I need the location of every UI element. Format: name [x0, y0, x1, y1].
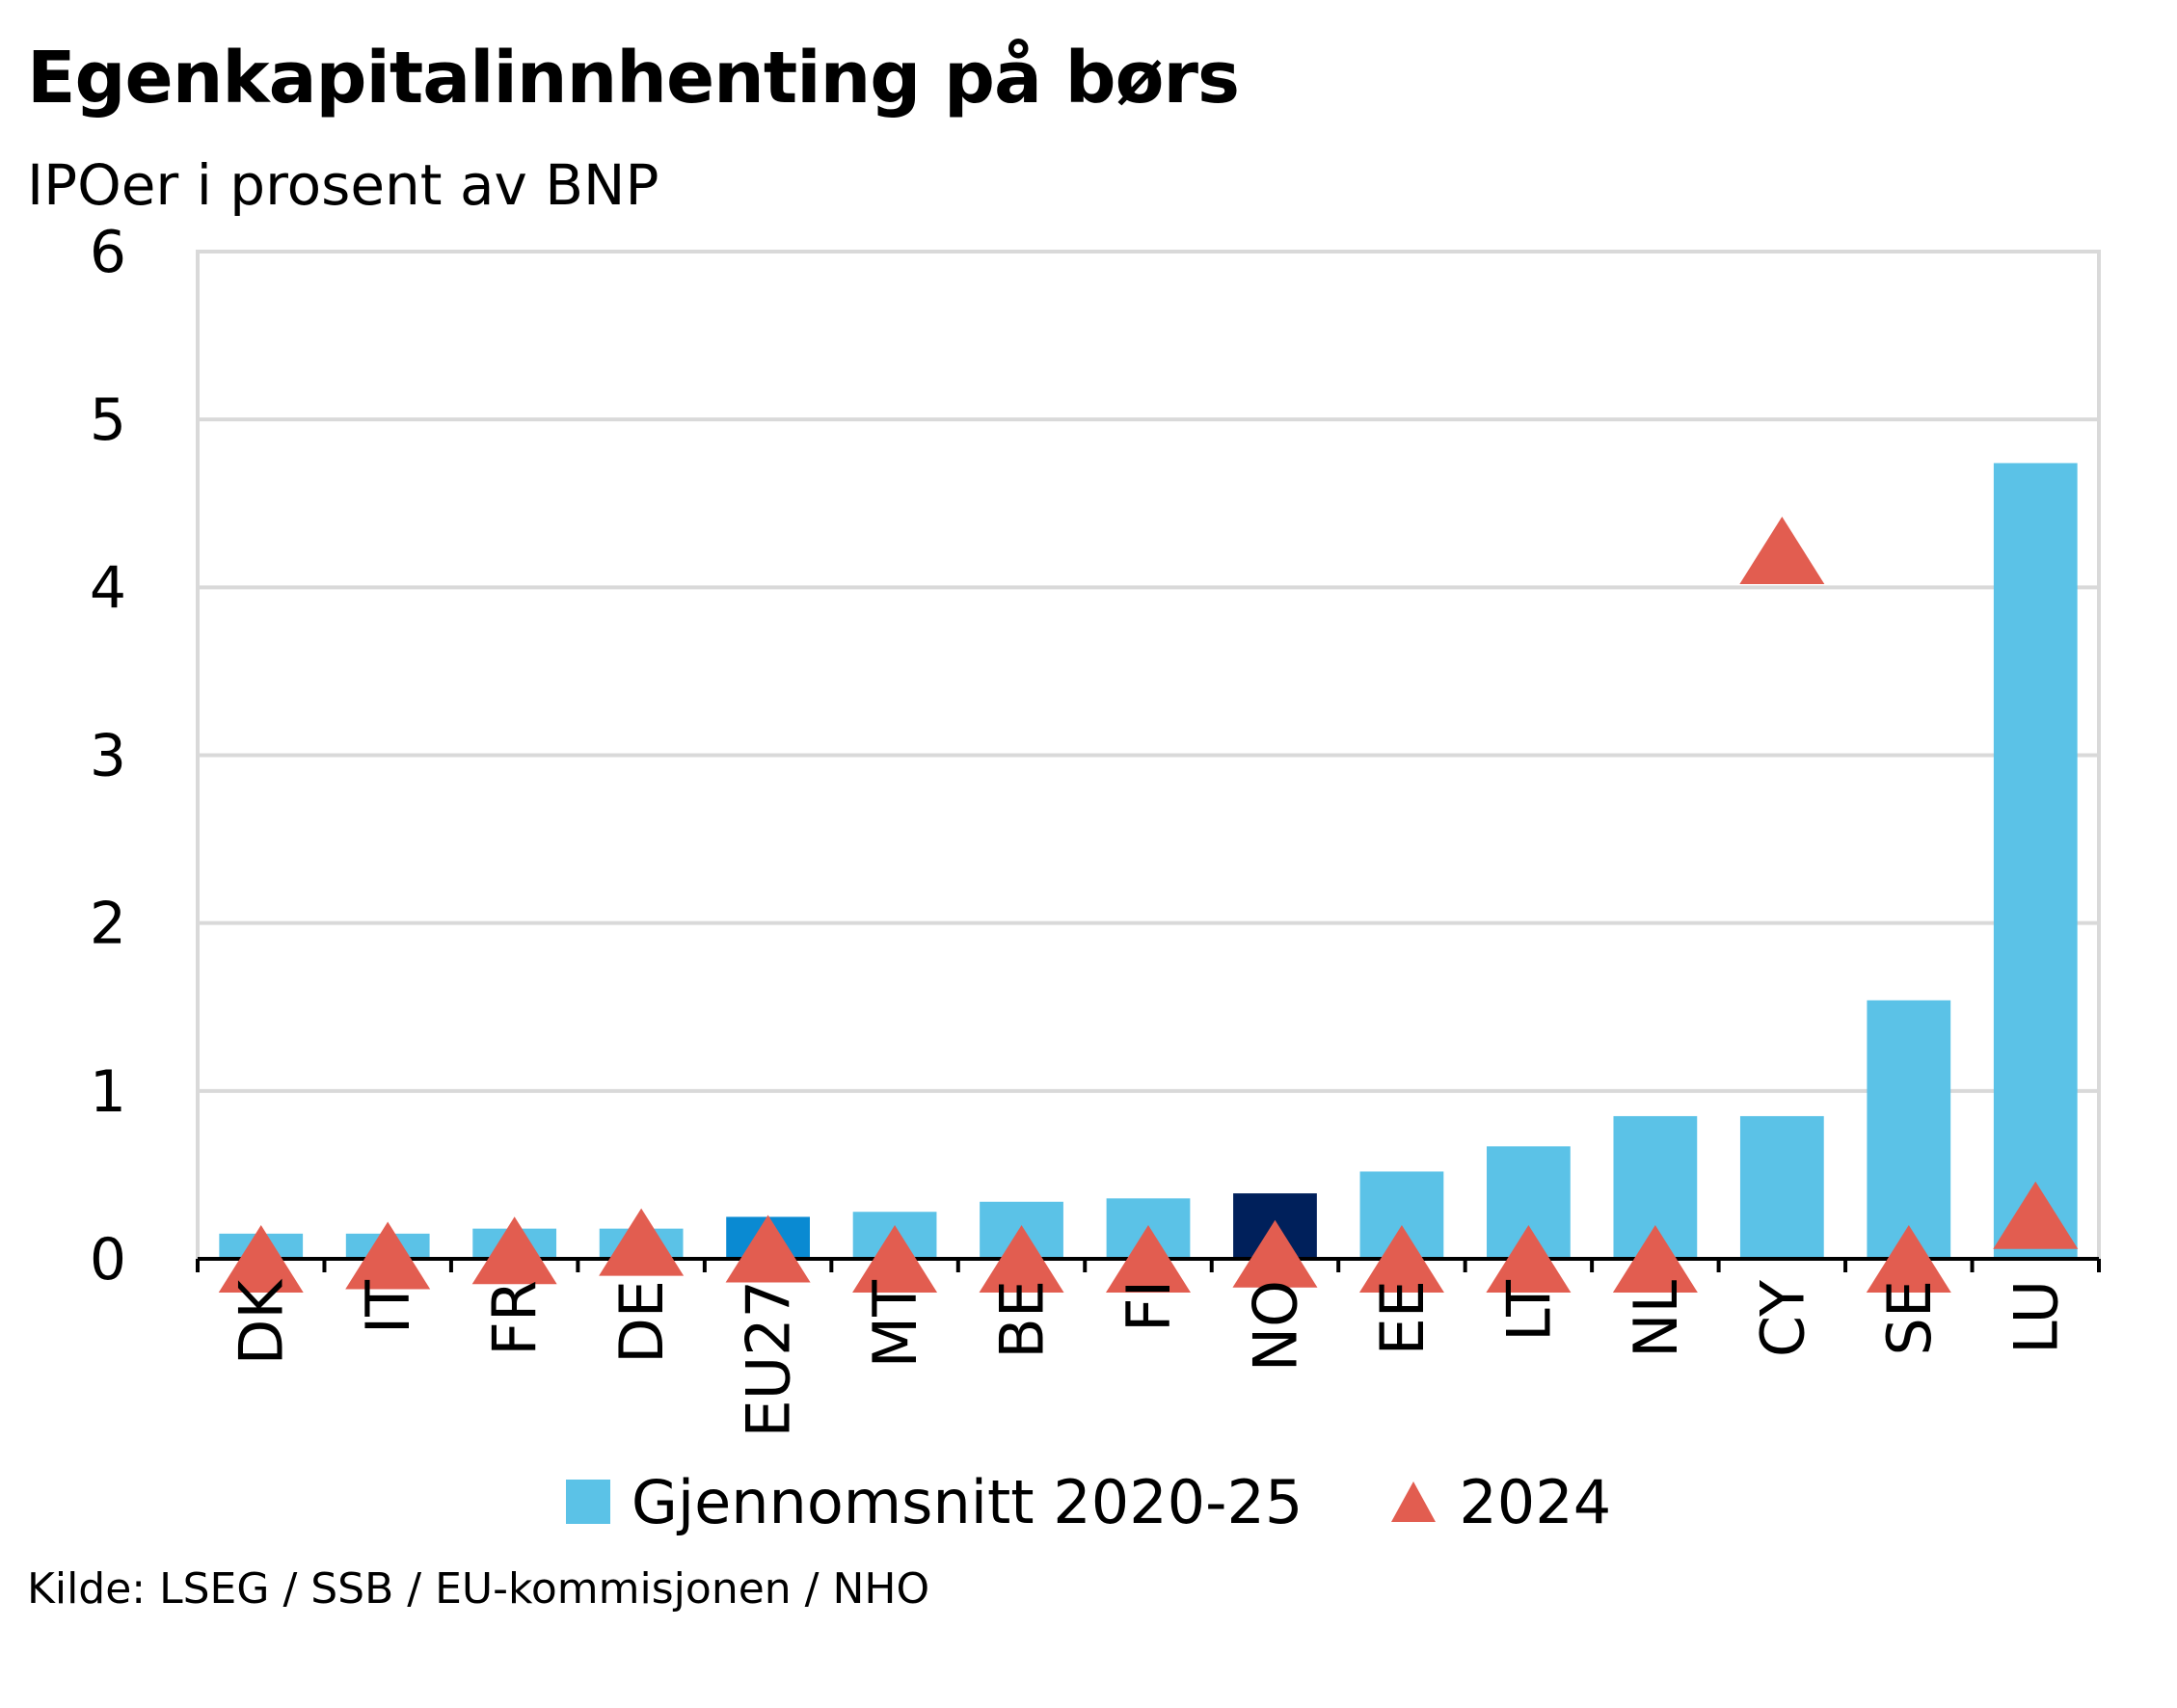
y-tick-label: 2	[90, 891, 126, 958]
source-note: Kilde: LSEG / SSB / EU-kommisjonen / NHO	[27, 1564, 930, 1614]
bar-lu	[1993, 463, 2078, 1259]
legend-swatch-bar	[565, 1480, 610, 1524]
grid-layer	[196, 250, 2101, 1259]
bar-cy	[1739, 1115, 1824, 1259]
x-tick-label: SE	[1874, 1280, 1945, 1356]
marker-be	[979, 1225, 1064, 1293]
chart-title: Egenkapitalinnhenting på børs	[27, 37, 1240, 120]
x-tick-label: DK	[227, 1279, 297, 1366]
marker-no	[1232, 1219, 1318, 1288]
y-tick-labels: 0 1 2 3 4 5 6	[90, 219, 126, 1294]
x-tick-label: EE	[1367, 1280, 1438, 1355]
legend-label-bar: Gjennomsnitt 2020-25	[631, 1466, 1304, 1537]
marker-ee	[1358, 1225, 1444, 1293]
marker-cy	[1739, 517, 1825, 585]
x-tick-label: CY	[1747, 1280, 1817, 1357]
marker-it	[345, 1221, 431, 1290]
x-tick-label: LT	[1493, 1279, 1564, 1342]
y-tick-label: 3	[90, 723, 126, 790]
y-tick-label: 6	[90, 219, 126, 286]
bar-se	[1867, 1000, 1951, 1259]
x-tick-label: FI	[1114, 1280, 1184, 1332]
marker-nl	[1612, 1225, 1698, 1293]
chart-subtitle: IPOer i prosent av BNP	[27, 152, 659, 218]
legend-item-marker: 2024	[1389, 1467, 1611, 1537]
marker-eu27	[725, 1214, 811, 1283]
x-tick-label: BE	[987, 1280, 1058, 1359]
x-tick-label: NL	[1621, 1280, 1691, 1358]
legend-label-marker: 2024	[1459, 1466, 1612, 1537]
x-tick-labels: DK IT FR DE EU27 MT BE FI NO EE LT NL CY SE LU	[227, 1279, 2072, 1438]
marker-dk	[218, 1225, 304, 1293]
marker-de	[599, 1208, 685, 1276]
legend-swatch-triangle	[1391, 1481, 1437, 1522]
y-tick-label: 4	[90, 554, 126, 622]
legend: Gjennomsnitt 2020-25 2024	[0, 1454, 2177, 1550]
y-tick-label: 0	[90, 1226, 126, 1294]
x-tick-label: EU27	[734, 1280, 804, 1437]
x-tick-label: LU	[2001, 1280, 2071, 1354]
marker-lt	[1486, 1225, 1572, 1293]
y-tick-label: 1	[90, 1058, 126, 1126]
x-tick-label: NO	[1240, 1280, 1310, 1372]
x-tick-label: IT	[353, 1279, 423, 1334]
marker-fr	[471, 1216, 557, 1285]
marker-lu	[1993, 1181, 2079, 1249]
marker-mt	[852, 1225, 938, 1293]
chart-plot: 0 1 2 3 4 5 6 DK IT FR DE EU27 MT BE FI NO EE LT NL CY SE LU	[90, 219, 2101, 1438]
x-tick-label: FR	[480, 1280, 551, 1356]
x-tick-label: DE	[606, 1280, 677, 1364]
marker-se	[1866, 1225, 1951, 1293]
legend-item-bar: Gjennomsnitt 2020-25	[565, 1466, 1304, 1537]
marker-series	[218, 517, 2079, 1293]
marker-fi	[1106, 1225, 1191, 1293]
x-tick-label: MT	[860, 1279, 930, 1368]
y-tick-label: 5	[90, 387, 126, 454]
